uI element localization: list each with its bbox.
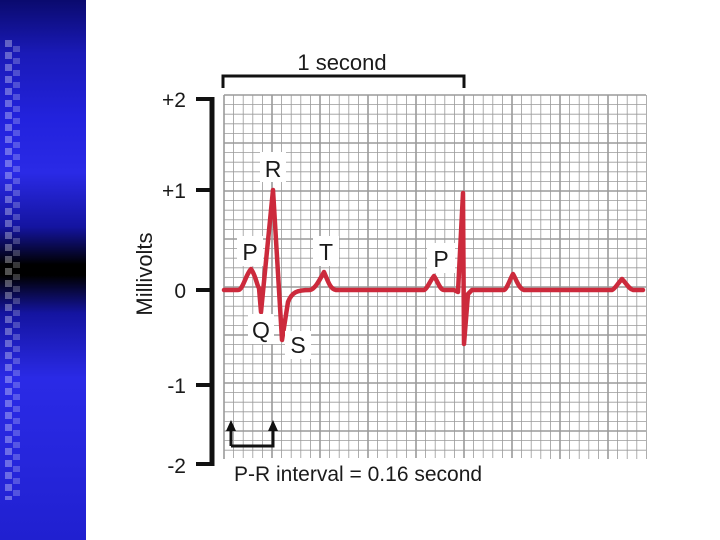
wave-label-q-group: Q xyxy=(248,314,274,344)
arrow-up-icon xyxy=(226,420,236,431)
sidebar-decoration-inner xyxy=(13,46,20,496)
wave-label-p1: P xyxy=(242,239,257,265)
pr-interval-bracket xyxy=(226,420,278,448)
pr-caption-group: P-R interval = 0.16 second xyxy=(226,458,538,488)
arrow-up-icon xyxy=(268,420,278,431)
y-tick-label-zero: 0 xyxy=(174,280,186,303)
wave-label-q: Q xyxy=(252,317,270,343)
wave-label-p2-group: P xyxy=(427,243,455,273)
wave-label-p2: P xyxy=(433,246,448,272)
one-second-bracket xyxy=(221,74,466,88)
one-second-label: 1 second xyxy=(297,50,386,75)
y-axis-ticks xyxy=(196,97,212,466)
wave-label-r-group: R xyxy=(260,152,286,182)
y-axis-label: Millivolts xyxy=(132,232,157,315)
wave-label-t: T xyxy=(319,239,333,265)
slide-sidebar xyxy=(0,0,86,540)
wave-label-s: S xyxy=(290,332,305,358)
wave-label-r: R xyxy=(265,156,282,182)
pr-interval-caption: P-R interval = 0.16 second xyxy=(234,463,482,486)
y-tick-label-plus2: +2 xyxy=(162,89,186,112)
wave-label-p1-group: P xyxy=(237,236,263,266)
y-tick-label-minus1: -1 xyxy=(167,375,186,398)
y-tick-label-minus2: -2 xyxy=(167,455,186,478)
ecg-trace xyxy=(221,187,646,347)
wave-label-s-group: S xyxy=(285,331,311,359)
wave-label-t-group: T xyxy=(313,236,339,266)
sidebar-decoration xyxy=(0,40,22,500)
y-tick-label-plus1: +1 xyxy=(162,180,186,203)
